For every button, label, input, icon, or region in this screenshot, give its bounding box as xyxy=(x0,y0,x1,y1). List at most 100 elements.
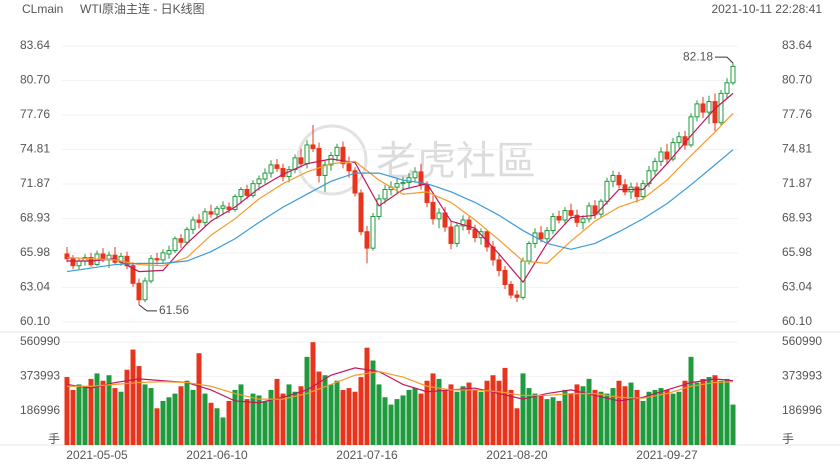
volume-bar xyxy=(484,380,490,445)
candle-body xyxy=(556,215,562,221)
candle-body xyxy=(580,218,586,223)
volume-bar xyxy=(226,400,232,445)
candle-body xyxy=(196,219,202,223)
candle-body xyxy=(142,280,148,301)
volume-bar xyxy=(664,389,670,445)
annotation: 82.18 xyxy=(683,49,713,63)
candle-body xyxy=(448,226,454,244)
ma-line xyxy=(66,112,734,267)
volume-bar xyxy=(166,397,172,445)
candle-body xyxy=(226,206,232,210)
volume-bar xyxy=(496,380,502,445)
y-tick-label-right: 77.76 xyxy=(782,107,812,121)
candle-body xyxy=(262,172,268,180)
volume-bar xyxy=(538,395,544,445)
volume-bar xyxy=(568,393,574,445)
volume-bar xyxy=(328,384,334,445)
volume-bar xyxy=(658,388,664,445)
volume-tick-label-right: 560990 xyxy=(782,334,822,348)
volume-bar xyxy=(706,377,712,445)
candle-body xyxy=(442,212,448,228)
candle-body xyxy=(622,184,628,193)
volume-bar xyxy=(148,388,154,445)
volume-bar xyxy=(304,356,310,445)
y-tick-label-right: 68.93 xyxy=(782,211,812,225)
volume-bar xyxy=(160,400,166,445)
volume-bar xyxy=(460,386,466,445)
candle-body xyxy=(538,232,544,240)
volume-bar xyxy=(196,353,202,445)
volume-bar xyxy=(412,388,418,445)
volume-bar xyxy=(628,382,634,445)
candle-body xyxy=(604,180,610,202)
candle-body xyxy=(676,136,682,144)
volume-bar xyxy=(520,373,526,445)
volume-bar xyxy=(502,367,508,445)
volume-bar xyxy=(142,384,148,445)
volume-bar xyxy=(184,380,190,445)
volume-bar xyxy=(124,369,130,445)
volume-bar xyxy=(310,342,316,445)
candle-body xyxy=(256,178,262,185)
volume-bar xyxy=(172,393,178,445)
candle-body xyxy=(658,151,664,162)
volume-unit: 手 xyxy=(48,432,60,446)
y-tick-label: 65.98 xyxy=(20,245,50,259)
volume-tick-label-right: 186996 xyxy=(782,403,822,417)
candle-body xyxy=(688,116,694,146)
x-tick-label: 2021-08-20 xyxy=(486,448,548,462)
volume-bar xyxy=(100,380,106,445)
x-tick-label: 2021-07-16 xyxy=(336,448,398,462)
ma-line xyxy=(66,149,734,273)
volume-bar xyxy=(526,388,532,445)
candle-body xyxy=(466,219,472,230)
candle-body xyxy=(364,231,370,249)
volume-bar xyxy=(262,400,268,445)
candle-body xyxy=(166,249,172,255)
y-tick-label: 74.81 xyxy=(20,142,50,156)
watermark-text: 老虎社區 xyxy=(376,140,536,184)
volume-bar xyxy=(76,384,82,445)
volume-bar xyxy=(64,377,70,445)
volume-bar xyxy=(118,391,124,445)
candle-body xyxy=(382,189,388,200)
candle-body xyxy=(550,215,556,232)
volume-bar xyxy=(478,391,484,445)
candle-body xyxy=(340,146,346,165)
y-tick-label: 63.04 xyxy=(20,280,50,294)
candle-body xyxy=(706,101,712,113)
candle-body xyxy=(670,142,676,160)
candle-body xyxy=(346,163,352,172)
volume-bar xyxy=(70,389,76,445)
volume-tick-label: 186996 xyxy=(20,403,60,417)
volume-bar xyxy=(616,380,622,445)
candle-body xyxy=(496,259,502,271)
candle-body xyxy=(352,170,358,194)
y-tick-label-right: 60.10 xyxy=(782,314,812,328)
candle-body xyxy=(400,181,406,185)
volume-bar xyxy=(418,393,424,445)
volume-bar xyxy=(730,404,736,445)
volume-bar xyxy=(556,400,562,445)
candle-body xyxy=(268,164,274,174)
candle-body xyxy=(310,144,316,149)
annotation-leader xyxy=(715,56,734,64)
volume-bar xyxy=(214,408,220,445)
volume-bar xyxy=(694,382,700,445)
candle-body xyxy=(430,201,436,220)
volume-bar xyxy=(400,395,406,445)
volume-bar xyxy=(424,380,430,445)
volume-bar xyxy=(130,349,136,445)
volume-tick-label-right: 373993 xyxy=(782,369,822,383)
volume-bar xyxy=(298,386,304,445)
ma-line xyxy=(67,370,734,400)
volume-bar xyxy=(688,356,694,445)
volume-unit-right: 手 xyxy=(782,432,794,446)
candle-body xyxy=(460,219,466,227)
volume-bar xyxy=(598,391,604,445)
volume-bar xyxy=(532,393,538,445)
volume-bar xyxy=(376,384,382,445)
y-tick-label: 77.76 xyxy=(20,107,50,121)
volume-bar xyxy=(232,389,238,445)
volume-bar xyxy=(220,417,226,445)
